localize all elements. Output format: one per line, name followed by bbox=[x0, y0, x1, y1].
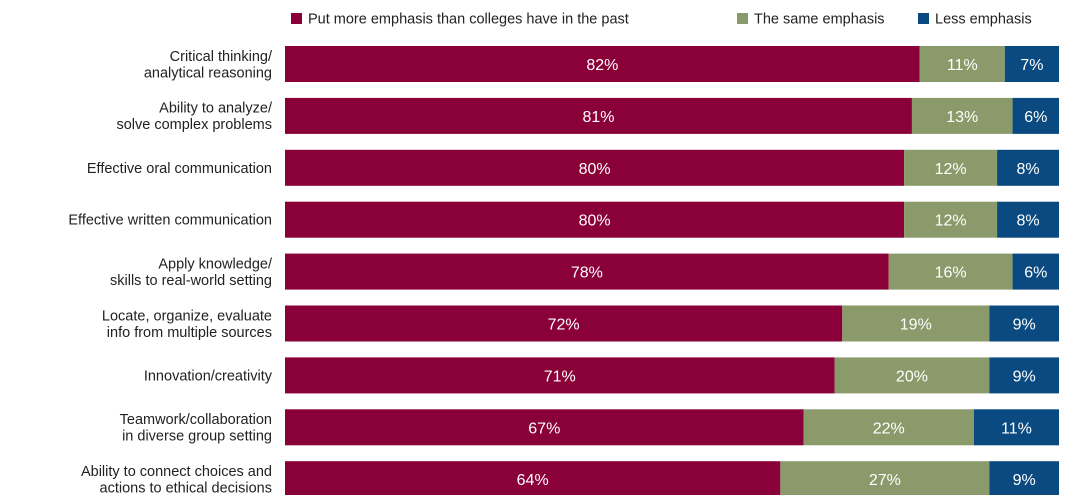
category-label-2: Effective oral communication bbox=[87, 161, 272, 177]
bar-value-label-3-1: 12% bbox=[935, 213, 967, 230]
bar-segment-3-0 bbox=[285, 201, 905, 238]
bar-segment-5-2 bbox=[989, 305, 1059, 342]
bars: 82% 11% 7% 81% 13% 6% 80% 12% 8% 80% 12% 8% 78% 16% 6%… bbox=[285, 46, 1059, 495]
bar-value-label-0-1: 11% bbox=[947, 57, 978, 74]
bar-value-label-5-2: 9% bbox=[1013, 317, 1036, 334]
category-labels: Critical thinking/analytical reasoning Ab… bbox=[68, 49, 273, 495]
bar-value-label-3-2: 8% bbox=[1016, 213, 1039, 230]
bar-segment-6-0 bbox=[285, 357, 835, 394]
bar-value-label-6-1: 20% bbox=[896, 368, 928, 385]
bar-value-label-1-0: 81% bbox=[582, 109, 614, 126]
bar-segment-7-0 bbox=[285, 409, 804, 446]
bar-value-label-0-0: 82% bbox=[586, 57, 618, 74]
category-label-8-line-0: Ability to connect choices and bbox=[81, 464, 272, 480]
legend-swatch-0 bbox=[291, 13, 302, 24]
legend-swatch-2 bbox=[918, 13, 929, 24]
category-label-5-line-1: info from multiple sources bbox=[107, 325, 272, 341]
legend-label-2: Less emphasis bbox=[935, 12, 1032, 28]
category-label-7-line-0: Teamwork/collaboration bbox=[120, 412, 272, 428]
bar-segment-7-2 bbox=[973, 409, 1059, 446]
category-label-4-line-1: skills to real-world setting bbox=[110, 273, 272, 289]
bar-value-label-4-1: 16% bbox=[935, 265, 967, 282]
bar-value-label-0-2: 7% bbox=[1020, 57, 1043, 74]
bar-segment-4-2 bbox=[1012, 253, 1059, 290]
legend: Put more emphasis than colleges have in … bbox=[291, 12, 1032, 28]
bar-value-label-5-0: 72% bbox=[548, 317, 580, 334]
bar-value-label-7-2: 11% bbox=[1001, 420, 1032, 437]
bar-segment-3-2 bbox=[997, 201, 1059, 238]
bar-value-label-4-2: 6% bbox=[1024, 265, 1047, 282]
bar-value-label-6-0: 71% bbox=[544, 368, 576, 385]
bar-value-label-6-2: 9% bbox=[1013, 368, 1036, 385]
bar-segment-5-1 bbox=[842, 305, 990, 342]
legend-label-1: The same emphasis bbox=[754, 12, 885, 28]
category-label-3: Effective written communication bbox=[68, 213, 272, 229]
bar-value-label-8-2: 9% bbox=[1013, 472, 1036, 489]
bar-segment-1-2 bbox=[1012, 97, 1059, 134]
bar-segment-2-0 bbox=[285, 149, 905, 186]
bar-segment-1-1 bbox=[911, 97, 1013, 134]
bar-segment-8-1 bbox=[780, 461, 990, 495]
bar-segment-3-1 bbox=[904, 201, 998, 238]
bar-value-label-8-0: 64% bbox=[517, 472, 549, 489]
bar-segment-4-1 bbox=[888, 253, 1013, 290]
bar-segment-6-2 bbox=[989, 357, 1059, 394]
category-label-8-line-1: actions to ethical decisions bbox=[100, 480, 273, 495]
bar-value-label-2-2: 8% bbox=[1016, 161, 1039, 178]
bar-segment-2-1 bbox=[904, 149, 998, 186]
bar-segment-8-0 bbox=[285, 461, 781, 495]
bar-value-label-3-0: 80% bbox=[579, 213, 611, 230]
bar-value-label-2-0: 80% bbox=[579, 161, 611, 178]
bar-segment-4-0 bbox=[285, 253, 889, 290]
bar-value-label-2-1: 12% bbox=[935, 161, 967, 178]
bar-value-label-4-0: 78% bbox=[571, 265, 603, 282]
bar-segment-0-2 bbox=[1004, 46, 1059, 82]
bar-value-label-5-1: 19% bbox=[900, 317, 932, 334]
legend-swatch-1 bbox=[737, 13, 748, 24]
bar-value-label-1-2: 6% bbox=[1024, 109, 1047, 126]
bar-segment-7-1 bbox=[803, 409, 974, 446]
category-label-6: Innovation/creativity bbox=[144, 368, 273, 384]
legend-label-0: Put more emphasis than colleges have in … bbox=[308, 12, 629, 28]
bar-segment-8-2 bbox=[989, 461, 1059, 495]
bar-segment-6-1 bbox=[834, 357, 990, 394]
bar-value-label-1-1: 13% bbox=[946, 109, 978, 126]
category-label-5-line-0: Locate, organize, evaluate bbox=[102, 308, 272, 324]
category-label-1-line-1: solve complex problems bbox=[116, 117, 272, 133]
bar-value-label-7-0: 67% bbox=[528, 420, 560, 437]
bar-segment-1-0 bbox=[285, 97, 912, 134]
category-label-7-line-1: in diverse group setting bbox=[122, 429, 272, 445]
bar-segment-5-0 bbox=[285, 305, 843, 342]
category-label-4-line-0: Apply knowledge/ bbox=[158, 256, 273, 272]
category-label-0-line-1: analytical reasoning bbox=[144, 65, 272, 81]
bar-value-label-7-1: 22% bbox=[873, 420, 905, 437]
bar-segment-0-1 bbox=[919, 46, 1005, 82]
bar-segment-2-2 bbox=[997, 149, 1059, 186]
category-label-0-line-0: Critical thinking/ bbox=[170, 49, 273, 65]
bar-value-label-8-1: 27% bbox=[869, 472, 901, 489]
category-label-1-line-0: Ability to analyze/ bbox=[159, 101, 273, 117]
bar-segment-0-0 bbox=[285, 46, 920, 82]
